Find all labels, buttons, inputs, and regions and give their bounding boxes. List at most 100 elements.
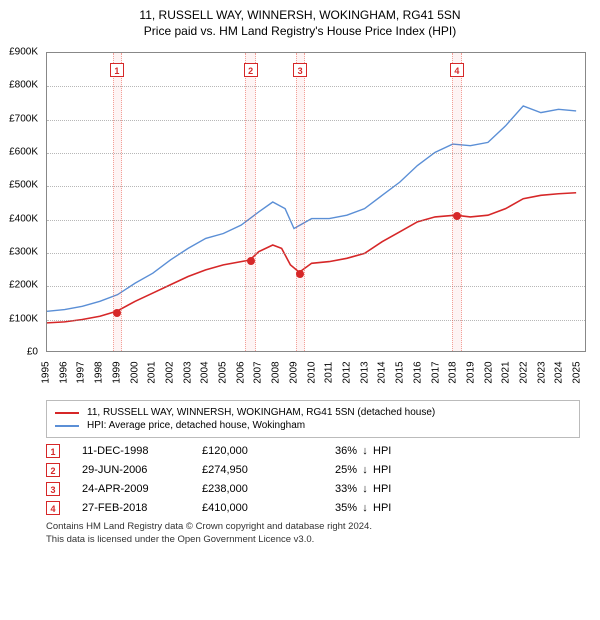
- event-row: 111-DEC-1998£120,00036%↓HPI: [46, 444, 580, 458]
- gridline: [47, 86, 585, 87]
- footer: Contains HM Land Registry data © Crown c…: [46, 521, 580, 547]
- x-axis-label: 2022: [519, 361, 530, 383]
- event-marker: 4: [450, 63, 464, 77]
- event-marker: 1: [110, 63, 124, 77]
- x-axis-label: 2006: [235, 361, 246, 383]
- event-pct: 35%: [312, 502, 357, 514]
- x-axis-label: 2025: [572, 361, 583, 383]
- legend-item: HPI: Average price, detached house, Woki…: [55, 420, 571, 431]
- sale-dot: [247, 257, 255, 265]
- x-axis-label: 1995: [41, 361, 52, 383]
- x-axis-label: 2009: [288, 361, 299, 383]
- x-axis-label: 2021: [501, 361, 512, 383]
- x-axis-label: 2003: [182, 361, 193, 383]
- gridline: [47, 286, 585, 287]
- line-svg: [47, 53, 585, 351]
- legend-item: 11, RUSSELL WAY, WINNERSH, WOKINGHAM, RG…: [55, 407, 571, 418]
- event-pct: 36%: [312, 445, 357, 457]
- sale-dot: [453, 212, 461, 220]
- x-axis-label: 2014: [377, 361, 388, 383]
- title-subtitle: Price paid vs. HM Land Registry's House …: [0, 24, 600, 38]
- x-axis-label: 1998: [94, 361, 105, 383]
- sale-dot: [113, 309, 121, 317]
- event-price: £238,000: [202, 483, 312, 495]
- legend-swatch: [55, 425, 79, 427]
- title-address: 11, RUSSELL WAY, WINNERSH, WOKINGHAM, RG…: [0, 8, 600, 22]
- gridline: [47, 153, 585, 154]
- gridline: [47, 186, 585, 187]
- event-band: [296, 53, 306, 351]
- y-axis-label: £200K: [9, 280, 38, 291]
- event-number: 2: [46, 463, 60, 477]
- event-rel: HPI: [373, 464, 391, 476]
- down-arrow-icon: ↓: [357, 502, 373, 514]
- event-price: £274,950: [202, 464, 312, 476]
- x-axis-label: 2020: [483, 361, 494, 383]
- x-axis-label: 2007: [253, 361, 264, 383]
- y-axis-label: £800K: [9, 80, 38, 91]
- gridline: [47, 253, 585, 254]
- series-line-price_paid: [47, 193, 576, 323]
- y-axis-label: £600K: [9, 147, 38, 158]
- x-axis-label: 2008: [271, 361, 282, 383]
- x-axis-label: 2023: [536, 361, 547, 383]
- footer-line2: This data is licensed under the Open Gov…: [46, 534, 580, 547]
- x-axis-label: 2017: [430, 361, 441, 383]
- down-arrow-icon: ↓: [357, 483, 373, 495]
- y-axis-label: £300K: [9, 247, 38, 258]
- y-axis-label: £900K: [9, 47, 38, 58]
- legend-label: 11, RUSSELL WAY, WINNERSH, WOKINGHAM, RG…: [87, 407, 435, 418]
- x-axis-label: 2012: [341, 361, 352, 383]
- y-axis-label: £100K: [9, 313, 38, 324]
- legend-label: HPI: Average price, detached house, Woki…: [87, 420, 305, 431]
- event-date: 27-FEB-2018: [82, 502, 202, 514]
- x-axis-label: 2011: [324, 362, 335, 384]
- y-axis-label: £400K: [9, 213, 38, 224]
- x-axis-label: 2001: [147, 361, 158, 383]
- event-marker: 2: [244, 63, 258, 77]
- x-axis-label: 1996: [58, 361, 69, 383]
- footer-line1: Contains HM Land Registry data © Crown c…: [46, 521, 580, 534]
- event-band: [245, 53, 256, 351]
- event-rel: HPI: [373, 502, 391, 514]
- gridline: [47, 320, 585, 321]
- event-number: 1: [46, 444, 60, 458]
- event-row: 4 27-FEB-2018£410,00035%↓HPI: [46, 501, 580, 515]
- y-axis-label: £0: [27, 347, 38, 358]
- event-date: 11-DEC-1998: [82, 445, 202, 457]
- x-axis-label: 2016: [412, 361, 423, 383]
- event-pct: 33%: [312, 483, 357, 495]
- x-axis-label: 2013: [359, 361, 370, 383]
- y-axis-label: £700K: [9, 113, 38, 124]
- series-line-hpi: [47, 106, 576, 311]
- event-rel: HPI: [373, 445, 391, 457]
- x-axis-label: 2010: [306, 361, 317, 383]
- plot-area: 1 2 3 4: [46, 52, 586, 352]
- gridline: [47, 120, 585, 121]
- down-arrow-icon: ↓: [357, 464, 373, 476]
- x-axis-label: 2018: [448, 361, 459, 383]
- event-band: [113, 53, 123, 351]
- sale-dot: [296, 270, 304, 278]
- down-arrow-icon: ↓: [357, 445, 373, 457]
- event-price: £410,000: [202, 502, 312, 514]
- event-date: 29-JUN-2006: [82, 464, 202, 476]
- chart-container: 11, RUSSELL WAY, WINNERSH, WOKINGHAM, RG…: [0, 0, 600, 547]
- event-rel: HPI: [373, 483, 391, 495]
- event-band: [452, 53, 462, 351]
- gridline: [47, 220, 585, 221]
- event-marker: 3: [293, 63, 307, 77]
- event-row: 229-JUN-2006£274,95025%↓HPI: [46, 463, 580, 477]
- titles: 11, RUSSELL WAY, WINNERSH, WOKINGHAM, RG…: [0, 0, 600, 42]
- events-table: 111-DEC-1998£120,00036%↓HPI229-JUN-2006£…: [46, 444, 580, 515]
- legend: 11, RUSSELL WAY, WINNERSH, WOKINGHAM, RG…: [46, 400, 580, 438]
- event-number: 4: [46, 501, 60, 515]
- x-axis-label: 2000: [129, 361, 140, 383]
- x-axis-label: 1999: [111, 361, 122, 383]
- x-axis-label: 2005: [218, 361, 229, 383]
- event-number: 3: [46, 482, 60, 496]
- x-axis-label: 2024: [554, 361, 565, 383]
- y-axis-label: £500K: [9, 180, 38, 191]
- legend-swatch: [55, 412, 79, 414]
- x-axis-label: 2015: [395, 361, 406, 383]
